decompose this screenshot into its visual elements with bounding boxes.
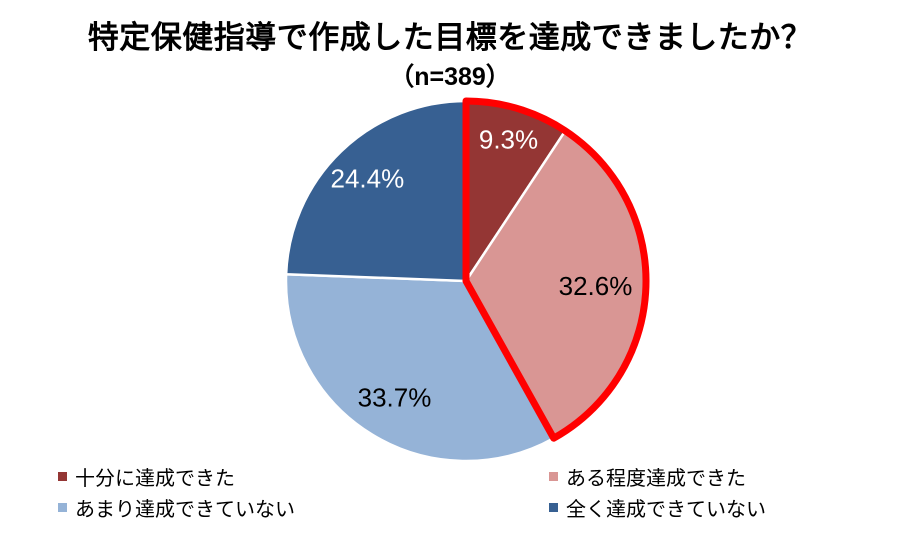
legend-item: あまり達成できていない: [58, 492, 295, 523]
chart-subtitle: （n=389）: [389, 63, 511, 91]
legend-swatch-icon: [58, 472, 67, 481]
legend-column-right: ある程度達成できた 全く達成できていない: [549, 461, 766, 523]
legend-swatch-icon: [58, 503, 67, 512]
legend-item: ある程度達成できた: [549, 461, 766, 492]
pie-slice-label-3: 24.4%: [330, 164, 404, 194]
legend-label: あまり達成できていない: [75, 499, 295, 521]
pie-slice-label-1: 32.6%: [559, 271, 633, 301]
chart-title: 特定保健指導で作成した目標を達成できましたか？: [87, 20, 813, 55]
legend-label: 全く達成できていない: [566, 499, 766, 521]
legend-swatch-icon: [549, 503, 558, 512]
pie-slice-label-0: 9.3%: [479, 125, 538, 155]
legend-swatch-icon: [549, 472, 558, 481]
legend-column-left: 十分に達成できたあまり達成できていない: [58, 461, 295, 523]
legend-item: 全く達成できていない: [549, 492, 766, 523]
pie-slice-3: [284, 99, 468, 283]
highlight-outline: [462, 97, 650, 442]
legend-label: ある程度達成できた: [566, 468, 746, 490]
legend-item: 十分に達成できた: [58, 461, 295, 492]
legend-label: 十分に達成できた: [75, 468, 235, 490]
pie-slice-label-2: 33.7%: [358, 383, 432, 413]
